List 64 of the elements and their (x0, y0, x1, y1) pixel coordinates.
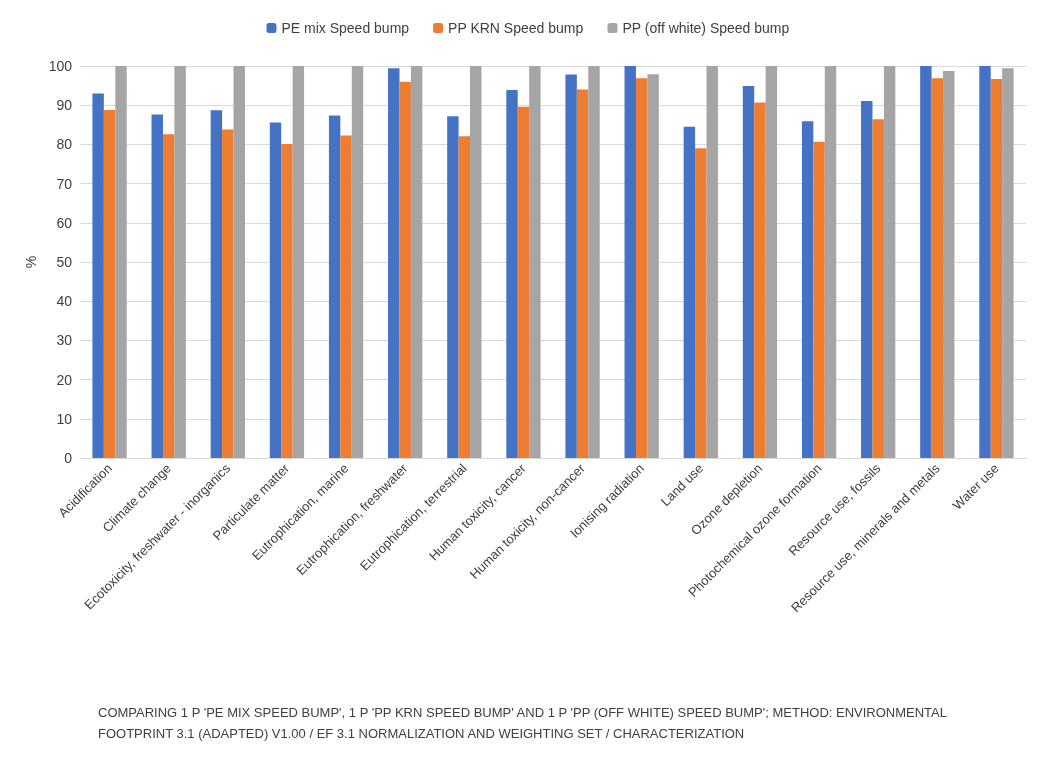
y-tick-label: 30 (56, 332, 73, 349)
bar (458, 136, 471, 458)
y-tick-label: 70 (56, 175, 73, 192)
bar (151, 114, 163, 458)
y-tick-label: 100 (48, 58, 73, 74)
y-tick-label: 40 (56, 293, 73, 310)
bar (647, 74, 659, 458)
bar (872, 119, 884, 458)
bar (351, 66, 364, 458)
bar (565, 74, 577, 458)
bar (447, 116, 459, 458)
bar (683, 126, 696, 458)
bar (281, 144, 293, 458)
bar (706, 66, 718, 458)
bar (765, 66, 778, 458)
bar (588, 66, 600, 458)
legend-label: PP KRN Speed bump (448, 20, 584, 36)
bar (410, 66, 423, 458)
legend-label: PE mix Speed bump (281, 20, 410, 36)
bar (624, 66, 636, 458)
y-axis-title: % (22, 255, 39, 269)
bar (210, 110, 223, 458)
y-tick-label: 0 (64, 450, 73, 466)
bar (979, 66, 991, 458)
y-tick-label: 20 (56, 371, 73, 388)
y-tick-label: 80 (56, 136, 73, 153)
bar (813, 141, 825, 458)
bar (470, 66, 482, 458)
bar (399, 81, 411, 458)
bar (635, 78, 648, 458)
y-tick-label: 10 (56, 410, 73, 427)
bar (92, 93, 104, 458)
text: COMPARING 1 P 'PE MIX SPEED BUMP', 1 P 'PP KRN SPEED BUMP' AND 1 P 'PP (OFF WHITE) SPEED BUMP'; METHOD: ENVIRONMENTAL FOOTPRINT 3.1 (ADAPTED) V1.00 / EF 3.1 NORMALIZATION AND WEIGHTING SET / CHARACTERIZATION (98, 705, 951, 741)
bar (269, 122, 282, 458)
bar (920, 66, 932, 458)
y-tick-label: 90 (56, 97, 73, 114)
bar (340, 135, 352, 458)
bar (883, 66, 896, 458)
bar (824, 66, 837, 458)
legend-label: PP (off white) Speed bump (622, 20, 790, 36)
bar (328, 115, 341, 458)
bar (233, 66, 245, 458)
bar (695, 148, 707, 458)
bar (1002, 68, 1014, 458)
bar (103, 109, 116, 458)
y-tick-label: 60 (56, 214, 73, 231)
bar (174, 66, 186, 458)
bar (388, 68, 400, 458)
y-tick-label: 50 (56, 254, 73, 270)
bar (506, 89, 518, 458)
bar (801, 121, 814, 458)
bar (517, 106, 530, 458)
bar (943, 71, 955, 458)
bar (754, 102, 766, 458)
bar (576, 89, 589, 458)
bar (222, 129, 234, 458)
bar (529, 66, 541, 458)
bar (292, 66, 305, 458)
bar (931, 78, 944, 458)
bar (162, 134, 175, 458)
bar (861, 100, 873, 458)
bar (115, 66, 127, 458)
bar (742, 85, 755, 458)
bar (990, 78, 1003, 458)
